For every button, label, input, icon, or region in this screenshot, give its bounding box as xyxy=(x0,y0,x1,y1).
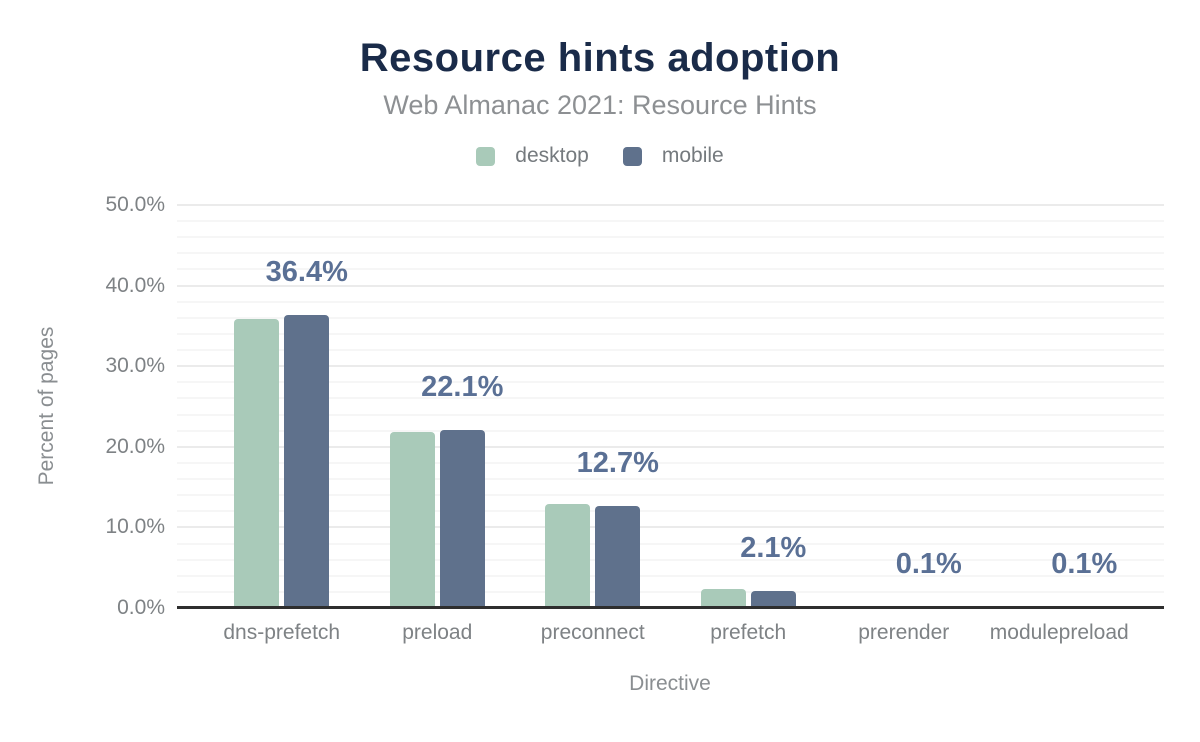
gridline-minor xyxy=(177,349,1164,352)
gridline-minor xyxy=(177,300,1164,303)
x-axis-line xyxy=(177,606,1164,609)
gridline-minor xyxy=(177,510,1164,513)
gridline-major xyxy=(177,526,1164,529)
x-tick-label-prefetch: prefetch xyxy=(710,621,787,644)
y-tick-label-50.0%: 50.0% xyxy=(105,193,165,216)
legend-item-desktop[interactable]: desktop xyxy=(476,144,589,168)
bar-pair-preload xyxy=(389,429,485,608)
gridline-minor xyxy=(177,558,1164,561)
bar-desktop-preconnect[interactable] xyxy=(545,504,591,608)
bar-value-label-prerender: 0.1% xyxy=(895,548,962,581)
gridline-major xyxy=(177,284,1164,287)
gridline-minor xyxy=(177,268,1164,271)
legend: desktop mobile xyxy=(0,144,1200,168)
bar-mobile-preload[interactable] xyxy=(439,429,485,608)
legend-item-mobile[interactable]: mobile xyxy=(622,144,724,168)
bar-pair-dns-prefetch xyxy=(234,314,330,608)
legend-swatch-mobile[interactable] xyxy=(622,146,642,166)
legend-label-mobile: mobile xyxy=(661,144,724,167)
chart-subtitle: Web Almanac 2021: Resource Hints xyxy=(383,90,817,120)
gridline-minor xyxy=(177,397,1164,400)
x-tick-label-modulepreload: modulepreload xyxy=(989,621,1129,644)
gridline-minor xyxy=(177,220,1164,223)
gridline-minor xyxy=(177,316,1164,319)
gridline-minor xyxy=(177,461,1164,464)
bar-value-label-modulepreload: 0.1% xyxy=(1051,548,1118,581)
x-tick-label-prerender: prerender xyxy=(858,621,950,644)
bar-pair-preconnect xyxy=(545,504,641,608)
gridline-minor xyxy=(177,429,1164,432)
x-tick-label-dns-prefetch: dns-prefetch xyxy=(223,621,341,644)
gridline-minor xyxy=(177,252,1164,255)
gridline-minor xyxy=(177,478,1164,481)
x-tick-label-preload: preload xyxy=(402,621,473,644)
bar-mobile-prefetch[interactable] xyxy=(750,591,796,608)
category-group-dns-prefetch: 36.4% dns-prefetch xyxy=(204,205,360,644)
y-tick-label-0.0%: 0.0% xyxy=(117,596,165,619)
gridline-minor xyxy=(177,236,1164,239)
bar-value-label-dns-prefetch: 36.4% xyxy=(265,255,348,288)
x-axis-title: Directive xyxy=(629,672,711,695)
chart-title: Resource hints adoption xyxy=(359,36,841,80)
bar-desktop-dns-prefetch[interactable] xyxy=(234,318,280,608)
gridline-minor xyxy=(177,590,1164,593)
category-group-prerender: 0.1% prerender xyxy=(826,205,982,644)
category-group-preconnect: 12.7% preconnect xyxy=(515,205,671,644)
bar-desktop-prefetch[interactable] xyxy=(700,589,746,608)
bar-mobile-dns-prefetch[interactable] xyxy=(284,314,330,608)
bar-value-label-preload: 22.1% xyxy=(421,370,504,403)
category-group-preload: 22.1% preload xyxy=(360,205,516,644)
bar-value-label-preconnect: 12.7% xyxy=(576,446,659,479)
y-tick-label-30.0%: 30.0% xyxy=(105,354,165,378)
gridline-major xyxy=(177,365,1164,368)
y-tick-label-40.0%: 40.0% xyxy=(105,273,165,297)
gridline-minor xyxy=(177,494,1164,497)
y-tick-label-20.0%: 20.0% xyxy=(105,434,165,458)
bar-mobile-preconnect[interactable] xyxy=(595,505,641,608)
y-tick-label-10.0%: 10.0% xyxy=(105,515,165,539)
y-axis-title: Percent of pages xyxy=(35,326,58,486)
bar-value-label-prefetch: 2.1% xyxy=(740,532,807,565)
legend-label-desktop: desktop xyxy=(515,144,589,167)
gridline-minor xyxy=(177,574,1164,577)
gridline-minor xyxy=(177,381,1164,384)
x-tick-label-preconnect: preconnect xyxy=(540,621,645,644)
category-bands: 36.4% dns-prefetch 22.1% preload 12.7% precon… xyxy=(204,205,1138,644)
gridline-minor xyxy=(177,542,1164,545)
category-group-modulepreload: 0.1% modulepreload xyxy=(982,205,1138,644)
gridline-major xyxy=(177,204,1164,206)
legend-swatch-desktop[interactable] xyxy=(476,146,496,166)
gridline-major xyxy=(177,445,1164,448)
plot-area: 36.4% dns-prefetch 22.1% preload 12.7% precon… xyxy=(177,204,1164,644)
gridline-minor xyxy=(177,413,1164,416)
bar-pair-prefetch xyxy=(700,589,796,608)
gridline-minor xyxy=(177,332,1164,335)
category-group-prefetch: 2.1% prefetch xyxy=(671,205,827,644)
bar-desktop-preload[interactable] xyxy=(389,432,435,608)
